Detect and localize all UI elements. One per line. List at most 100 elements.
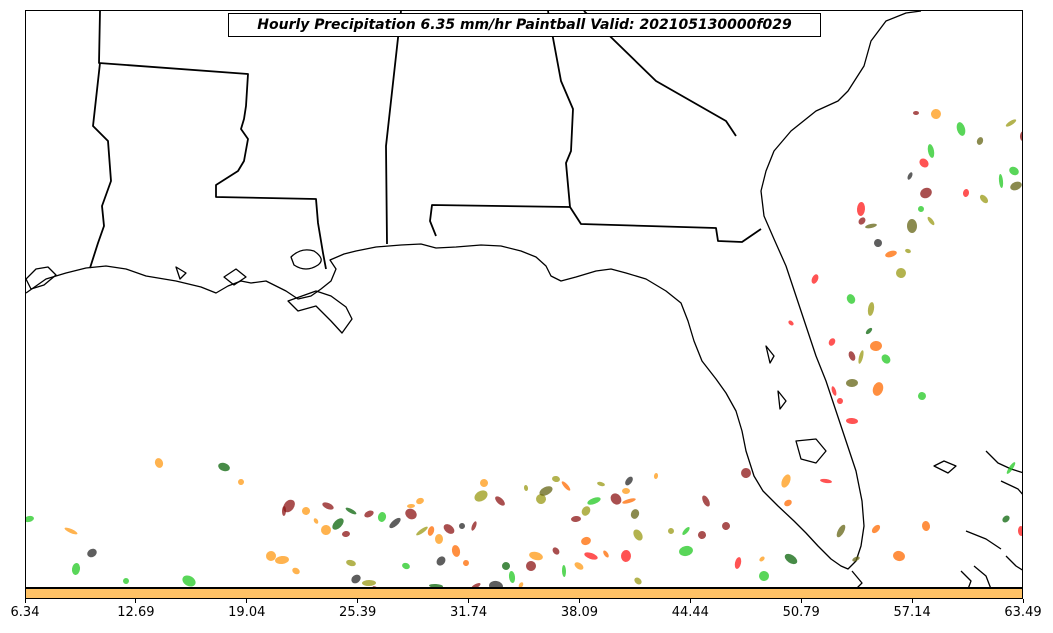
colorbar-tick-label: 63.49 — [1004, 605, 1042, 620]
paintball-blob — [429, 583, 443, 587]
paintball-blob — [906, 219, 918, 233]
paintball-blob — [489, 580, 503, 587]
paintball-blob — [292, 567, 300, 575]
paintball-blob — [561, 481, 571, 491]
paintball-blob — [919, 158, 929, 168]
paintball-blob — [920, 187, 932, 199]
paintball-blob — [956, 122, 966, 136]
paintball-blob — [552, 475, 560, 483]
paintball-blob — [702, 495, 710, 507]
paintball-blob — [332, 518, 344, 530]
paintball-blob — [872, 382, 884, 396]
paintball-blob — [622, 488, 630, 494]
paintball-blob — [927, 216, 935, 226]
paintball-blob — [122, 578, 129, 584]
paintball-blob — [436, 556, 446, 566]
paintball-blob — [811, 274, 819, 284]
paintball-blob — [979, 194, 989, 204]
paintball-blob — [346, 559, 356, 567]
paintball-blobs — [26, 109, 1022, 587]
paintball-blob — [508, 571, 516, 583]
paintball-blob — [87, 548, 97, 558]
paintball-blob — [480, 479, 488, 487]
paintball-blob — [784, 553, 798, 565]
paintball-blob — [495, 496, 505, 506]
paintball-blob — [918, 206, 924, 212]
paintball-blob — [1010, 181, 1022, 191]
state-borders — [89, 11, 762, 270]
paintball-blob — [266, 551, 276, 561]
paintball-blob — [597, 481, 605, 487]
colorbar-tick-label: 12.69 — [117, 605, 155, 620]
paintball-blob — [913, 111, 919, 115]
paintball-blob — [633, 529, 643, 541]
paintball-blob — [26, 515, 34, 523]
paintball-blob — [584, 552, 598, 560]
colorbar-tick-label: 57.14 — [893, 605, 931, 620]
paintball-blob — [523, 485, 529, 491]
paintball-blob — [377, 512, 387, 522]
paintball-blob — [416, 497, 424, 505]
colorbar-tick-label: 50.79 — [782, 605, 820, 620]
paintball-blob — [865, 223, 877, 229]
map-panel — [25, 10, 1023, 588]
paintball-blob — [71, 563, 81, 575]
colorbar-tick-mark — [468, 599, 470, 603]
paintball-blob — [722, 522, 730, 530]
paintball-blob — [321, 525, 331, 535]
paintball-blob — [630, 509, 640, 519]
colorbar-tick-mark — [800, 599, 802, 603]
paintball-blob — [846, 378, 858, 388]
paintball-blob — [865, 327, 873, 335]
paintball-blob — [313, 518, 319, 524]
paintball-blob — [610, 493, 622, 505]
paintball-blob — [345, 507, 357, 515]
coastline — [26, 11, 1022, 587]
paintball-blob — [405, 508, 417, 520]
paintball-blob — [831, 386, 837, 396]
paintball-blob — [858, 217, 866, 225]
paintball-blob — [603, 550, 609, 558]
paintball-blob — [867, 302, 875, 316]
paintball-blob — [574, 562, 584, 570]
colorbar-tick-mark — [689, 599, 691, 603]
colorbar-tick-mark — [246, 599, 248, 603]
colorbar-tick-label: 6.34 — [10, 605, 40, 620]
paintball-blob — [322, 502, 334, 510]
colorbar-tick-label: 31.74 — [449, 605, 488, 620]
paintball-blob — [784, 499, 792, 507]
paintball-blob — [962, 189, 970, 197]
paintball-blob — [620, 550, 632, 562]
paintball-blob — [634, 577, 642, 585]
paintball-blob — [874, 239, 882, 247]
paintball-blob — [896, 268, 906, 278]
paintball-blob — [302, 506, 310, 515]
paintball-blob — [182, 575, 196, 587]
paintball-blob — [518, 582, 524, 587]
paintball-blob — [1005, 119, 1017, 127]
paintball-blob — [976, 137, 984, 145]
paintball-blob — [828, 338, 836, 346]
paintball-blob — [536, 494, 547, 504]
paintball-blob — [907, 172, 913, 180]
paintball-blob — [870, 340, 882, 352]
paintball-blob — [734, 557, 742, 569]
paintball-blob — [931, 109, 941, 119]
paintball-blob — [622, 498, 636, 504]
paintball-blob — [581, 506, 591, 516]
paintball-blob — [451, 545, 461, 557]
paintball-blob — [342, 530, 350, 538]
paintball-blob — [364, 510, 374, 518]
paintball-blob — [539, 486, 553, 496]
paintball-blob — [402, 562, 410, 570]
colorbar-tick-label: 44.44 — [671, 605, 709, 620]
paintball-blob — [362, 579, 376, 587]
paintball-blob — [836, 524, 846, 538]
paintball-blob — [529, 551, 543, 561]
paintball-blob — [846, 417, 858, 425]
paintball-blob — [788, 320, 794, 326]
colorbar-tick-mark — [357, 599, 359, 603]
colorbar-tick-label: 38.09 — [560, 605, 599, 620]
paintball-blob — [856, 202, 866, 216]
map-title: Hourly Precipitation 6.35 mm/hr Paintbal… — [228, 13, 821, 37]
